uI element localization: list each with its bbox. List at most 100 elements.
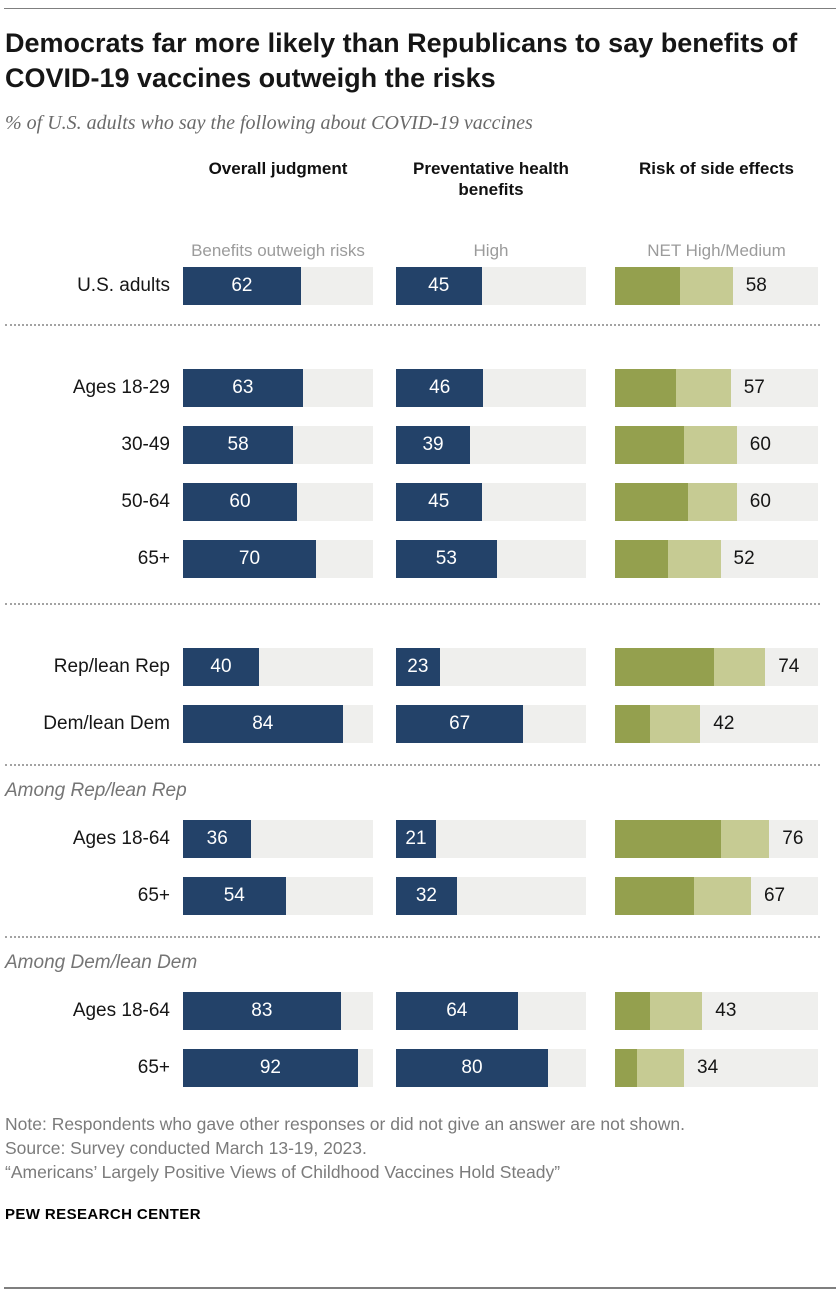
risk-side-effects-bar-track: 52 [615,540,818,579]
preventative-benefits-bar-track: 23 [396,648,586,687]
overall-judgment-bar: 84 [183,705,343,744]
row-label: 30-49 [121,434,170,456]
bar-value-label: 21 [405,828,427,850]
column-title: Overall judgment [208,159,348,179]
bar-value-label: 54 [223,885,245,907]
risk-side-effects-bar-track: 60 [615,426,818,465]
section-label-among-rep: Among Rep/lean Rep [5,780,187,802]
report-title-line: “Americans’ Largely Positive Views of Ch… [5,1162,561,1183]
overall-judgment-bar: 63 [183,369,303,408]
column-subtitle: NET High/Medium [647,240,786,260]
bar-value-label: 60 [229,491,251,513]
overall-judgment-bar-track: 54 [183,877,373,916]
bar-value-label: 40 [210,656,232,678]
table-row: Ages 18-64 83 64 43 [5,992,820,1031]
bar-value-label: 92 [259,1057,281,1079]
column-title: Risk of side effects [639,159,794,179]
overall-judgment-bar-track: 84 [183,705,373,744]
risk-medium-segment [714,648,766,687]
overall-judgment-bar: 54 [183,877,286,916]
risk-medium-segment [688,483,737,522]
preventative-benefits-bar: 45 [396,483,482,522]
row-label: U.S. adults [77,275,170,297]
column-title: Preventative health benefits [413,159,569,199]
row-label: 65+ [137,1057,170,1079]
net-value-label: 58 [745,275,767,297]
net-value-label: 57 [743,377,765,399]
net-value-label: 76 [782,828,804,850]
table-row: Ages 18-64 36 21 76 [5,820,820,859]
section-divider [5,764,820,767]
overall-judgment-bar-track: 83 [183,992,373,1031]
overall-judgment-bar: 70 [183,540,316,579]
risk-side-effects-bar-track: 74 [615,648,818,687]
column-header-preventative: Preventative health benefits High [396,159,586,267]
table-row: 65+ 92 80 34 [5,1049,820,1088]
risk-side-effects-bar-track: 43 [615,992,818,1031]
bar-value-label: 83 [251,1000,273,1022]
table-row: U.S. adults 62 45 58 [5,267,820,306]
net-value-label: 60 [749,491,771,513]
table-row: 30-49 58 39 60 [5,426,820,465]
column-headers: Overall judgment Benefits outweigh risks… [5,159,820,267]
overall-judgment-bar: 58 [183,426,294,465]
risk-high-segment [615,426,685,465]
bar-value-label: 45 [428,275,450,297]
risk-high-segment [615,483,689,522]
preventative-benefits-bar: 64 [396,992,518,1031]
bottom-rule [4,1287,836,1289]
risk-medium-segment [667,540,721,579]
overall-judgment-bar-track: 58 [183,426,373,465]
risk-high-segment [615,820,721,859]
preventative-benefits-bar-track: 64 [396,992,586,1031]
preventative-benefits-bar-track: 45 [396,267,586,306]
overall-judgment-bar: 62 [183,267,301,306]
overall-judgment-bar: 83 [183,992,341,1031]
preventative-benefits-bar-track: 67 [396,705,586,744]
bar-value-label: 64 [446,1000,468,1022]
risk-medium-segment [694,877,751,916]
preventative-benefits-bar-track: 21 [396,820,586,859]
chart-subtitle: % of U.S. adults who say the following a… [5,112,533,135]
risk-side-effects-bar-track: 57 [615,369,818,408]
bar-value-label: 70 [238,548,261,570]
overall-judgment-bar: 60 [183,483,297,522]
risk-side-effects-bar-track: 67 [615,877,818,916]
overall-judgment-bar-track: 40 [183,648,373,687]
row-label: 50-64 [121,491,170,513]
section-label-among-dem: Among Dem/lean Dem [5,952,198,974]
preventative-benefits-bar: 80 [396,1049,548,1088]
risk-high-segment [615,540,668,579]
risk-side-effects-bar-track: 34 [615,1049,818,1088]
section-divider [5,603,820,606]
column-subtitle: Benefits outweigh risks [191,240,365,260]
table-row: Ages 18-29 63 46 57 [5,369,820,408]
table-row: Dem/lean Dem 84 67 42 [5,705,820,744]
risk-side-effects-bar-track: 58 [615,267,818,306]
preventative-benefits-bar: 46 [396,369,484,408]
bar-value-label: 58 [227,434,249,456]
net-value-label: 67 [763,885,786,907]
risk-high-segment [615,877,695,916]
top-rule [4,8,836,9]
preventative-benefits-bar: 67 [396,705,524,744]
risk-medium-segment [675,369,731,408]
bar-value-label: 23 [407,656,429,678]
overall-judgment-bar: 92 [183,1049,358,1088]
note-line: Note: Respondents who gave other respons… [5,1114,685,1135]
page-title: Democrats far more likely than Republica… [5,28,798,94]
table-row: Rep/lean Rep 40 23 74 [5,648,820,687]
row-label: Dem/lean Dem [43,713,170,735]
row-label: 65+ [137,548,170,570]
risk-high-segment [615,992,650,1031]
risk-medium-segment [637,1049,685,1088]
section-divider [5,324,820,327]
preventative-benefits-bar-track: 80 [396,1049,586,1088]
risk-medium-segment [649,992,703,1031]
preventative-benefits-bar-track: 39 [396,426,586,465]
bar-value-label: 62 [231,275,253,297]
net-value-label: 60 [749,434,771,456]
bar-value-label: 84 [252,713,274,735]
net-value-label: 42 [713,713,735,735]
